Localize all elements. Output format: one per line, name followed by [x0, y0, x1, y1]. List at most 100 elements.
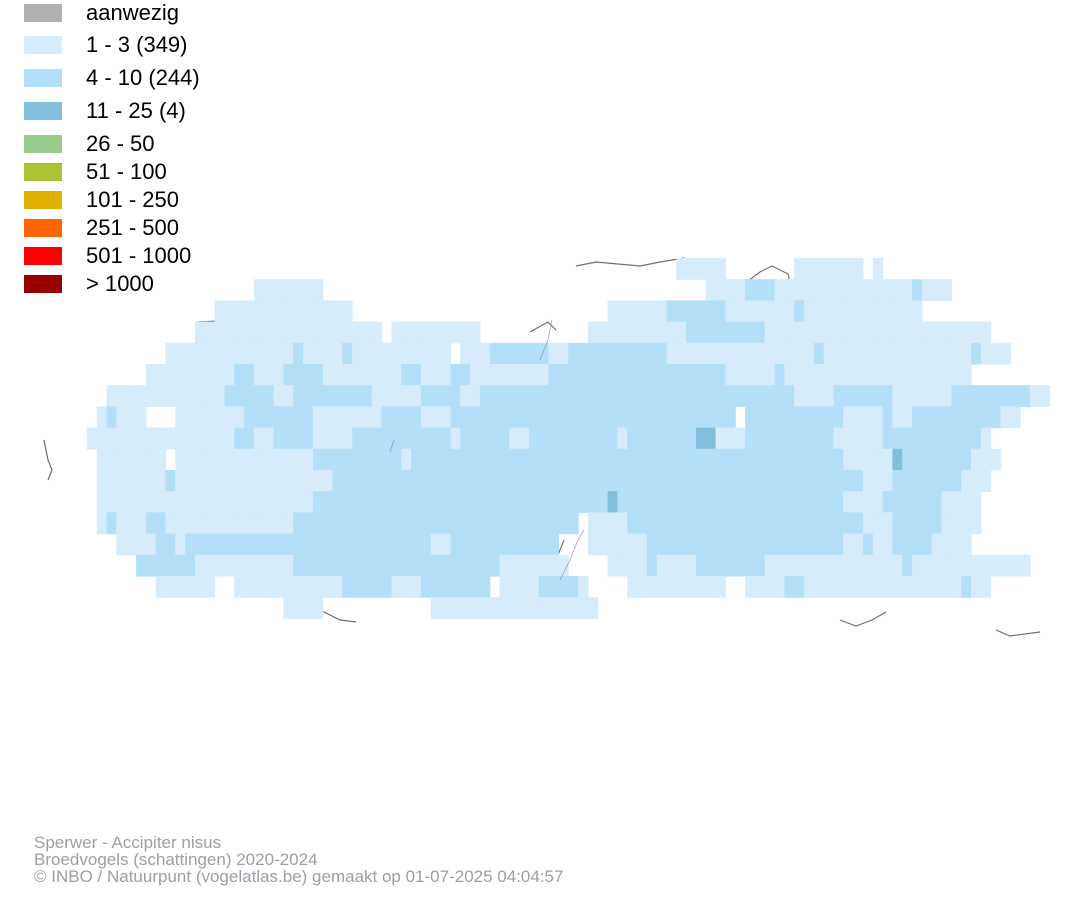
grid-cell [195, 533, 206, 556]
grid-cell [843, 406, 854, 429]
grid-cell [401, 491, 412, 513]
grid-cell [676, 364, 687, 386]
grid-cell [253, 470, 265, 492]
grid-cell [646, 321, 658, 344]
grid-cell [519, 512, 530, 535]
grid-cell [303, 406, 314, 429]
grid-cell [853, 364, 864, 386]
grid-cell [764, 448, 776, 471]
grid-cell [273, 448, 284, 471]
grid-cell [578, 406, 589, 429]
grid-cell [175, 512, 186, 535]
grid-cell [470, 576, 481, 598]
grid-cell [509, 364, 520, 386]
grid-cell [440, 364, 451, 386]
grid-cell [578, 364, 589, 386]
grid-cell [411, 470, 422, 492]
grid-cell [499, 470, 510, 492]
grid-cell [813, 321, 825, 344]
grid-cell [754, 279, 766, 301]
grid-cell [558, 512, 569, 535]
grid-cell [165, 364, 176, 386]
grid-cell [774, 576, 785, 598]
grid-cell [460, 491, 471, 513]
grid-cell [656, 427, 668, 450]
grid-cell [745, 321, 756, 344]
grid-cell [578, 597, 589, 619]
grid-cell [784, 342, 795, 365]
grid-cell [715, 279, 726, 301]
grid-cell [941, 470, 952, 492]
grid-cell [283, 554, 294, 577]
grid-cell [833, 406, 844, 429]
grid-cell [322, 512, 334, 535]
grid-cell [195, 385, 206, 407]
grid-cell [273, 576, 284, 598]
legend-label: 101 - 250 [86, 187, 179, 212]
grid-cell [912, 470, 923, 492]
grid-cell [990, 448, 1002, 471]
grid-cell [450, 576, 461, 598]
grid-cell [558, 597, 569, 619]
grid-cell [617, 533, 628, 556]
grid-cell [921, 279, 933, 301]
grid-cell [263, 279, 275, 301]
grid-cell [725, 321, 736, 344]
grid-cell [971, 512, 982, 535]
grid-cell [430, 342, 442, 365]
grid-cell [460, 406, 471, 429]
grid-cell [696, 491, 707, 513]
grid-cell [185, 406, 196, 429]
grid-cell [529, 597, 540, 619]
grid-cell [833, 385, 844, 407]
grid-cell [804, 512, 815, 535]
grid-cell [214, 406, 225, 429]
grid-cell [116, 406, 127, 429]
river-lines [389, 319, 585, 581]
grid-cell [745, 533, 756, 556]
grid-cell [725, 512, 736, 535]
grid-cell [332, 385, 343, 407]
grid-cell [253, 491, 265, 513]
grid-cell [312, 406, 324, 429]
grid-cell [676, 300, 687, 323]
grid-cell [538, 448, 550, 471]
grid-cell [381, 385, 392, 407]
grid-cell [961, 385, 972, 407]
grid-cell [882, 321, 893, 344]
grid-cell [774, 300, 785, 323]
grid-cell [882, 300, 893, 323]
grid-cell [912, 576, 923, 598]
grid-cell [479, 427, 491, 450]
grid-cell [303, 448, 314, 471]
grid-cell [961, 364, 972, 386]
grid-cell [735, 427, 746, 450]
grid-cell [303, 279, 314, 301]
grid-cell [941, 448, 952, 471]
grid-cell [322, 448, 334, 471]
grid-cell [813, 342, 825, 365]
grid-cell [244, 554, 255, 577]
grid-cell [342, 300, 353, 323]
grid-cell [303, 300, 314, 323]
grid-cell [204, 385, 216, 407]
grid-cell [853, 512, 864, 535]
grid-cell [607, 342, 618, 365]
grid-cell [931, 385, 943, 407]
grid-cell [813, 512, 825, 535]
grid-cell [872, 300, 884, 323]
grid-cell [597, 448, 609, 471]
grid-cell [597, 427, 609, 450]
grid-cell [214, 448, 225, 471]
grid-cell [754, 491, 766, 513]
grid-cell [175, 576, 186, 598]
grid-cell [627, 385, 638, 407]
map-footer: Sperwer - Accipiter nisus Broedvogels (s… [34, 834, 563, 885]
grid-cell [754, 448, 766, 471]
grid-cell [234, 512, 245, 535]
grid-cell [597, 533, 609, 556]
grid-cell [902, 512, 913, 535]
grid-cell [460, 385, 471, 407]
grid-cell [853, 406, 864, 429]
grid-cell [558, 448, 569, 471]
